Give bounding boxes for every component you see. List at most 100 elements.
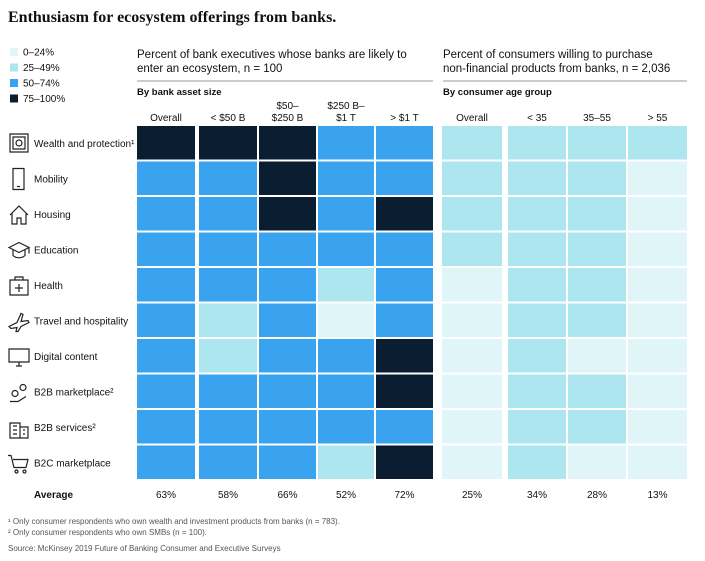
- heatmap-cell: [137, 268, 195, 302]
- row-icon: [9, 205, 29, 225]
- heatmap-cell: [568, 339, 626, 373]
- panel-heading: Percent of bank executives whose banks a…: [137, 49, 407, 75]
- heatmap-cell: [137, 410, 195, 444]
- legend-label: 50–74%: [23, 79, 60, 90]
- panel-subheading: By consumer age group: [443, 87, 552, 98]
- column-header: > 55: [648, 113, 668, 124]
- heatmap-cell: [628, 232, 687, 266]
- legend-swatch: [10, 94, 18, 103]
- heatmap-cell: [568, 232, 626, 266]
- icon: [9, 133, 29, 153]
- heatmap-cell: [259, 303, 316, 337]
- column-header: Overall: [456, 113, 488, 124]
- icon: [8, 348, 30, 367]
- heatmap-cell: [199, 126, 257, 160]
- footnote: ¹ Only consumer respondents who own weal…: [8, 517, 340, 526]
- average-value: 13%: [647, 490, 667, 501]
- footnote: ² Only consumer respondents who own SMBs…: [8, 528, 207, 537]
- heatmap-cell: [376, 339, 433, 373]
- average-value: 25%: [462, 490, 482, 501]
- row-label: Housing: [34, 210, 71, 221]
- heatmap-cell: [628, 410, 687, 444]
- heatmap-cell: [568, 303, 626, 337]
- heatmap-cell: [318, 374, 374, 408]
- heatmap-cell: [259, 197, 316, 231]
- heatmap-cell: [137, 161, 195, 195]
- column-header: < 35: [527, 113, 547, 124]
- average-value: 72%: [394, 490, 414, 501]
- heatmap-cell: [568, 374, 626, 408]
- heatmap-cell: [568, 197, 626, 231]
- heatmap-cell: [442, 339, 502, 373]
- heatmap-cell: [199, 268, 257, 302]
- heatmap-cell: [568, 126, 626, 160]
- icon: [7, 241, 31, 259]
- heatmap-cell: [199, 410, 257, 444]
- average-value: 34%: [527, 490, 547, 501]
- heatmap-cell: [199, 339, 257, 373]
- column-header: Overall: [150, 113, 182, 124]
- heatmap-cell: [442, 126, 502, 160]
- heatmap-cell: [199, 374, 257, 408]
- heatmap-cell: [137, 303, 195, 337]
- heatmap-cell: [442, 161, 502, 195]
- heatmap-cell: [376, 232, 433, 266]
- row-icon: [8, 454, 29, 474]
- icon: [8, 454, 29, 474]
- heatmap-cell: [376, 445, 433, 479]
- heatmap-cell: [568, 268, 626, 302]
- icon: [9, 422, 29, 439]
- heatmap-cell: [199, 161, 257, 195]
- heatmap-cell: [259, 445, 316, 479]
- row-label: Health: [34, 281, 63, 292]
- heatmap-cell: [628, 126, 687, 160]
- heatmap-cell: [442, 232, 502, 266]
- heatmap-cell: [508, 339, 566, 373]
- heatmap-cell: [318, 339, 374, 373]
- heatmap-cell: [199, 303, 257, 337]
- heatmap-cell: [259, 161, 316, 195]
- heatmap-cell: [137, 126, 195, 160]
- row-icon: [12, 167, 25, 191]
- heatmap-cell: [137, 445, 195, 479]
- heatmap-cell: [508, 445, 566, 479]
- heatmap-cell: [628, 374, 687, 408]
- average-value: 52%: [336, 490, 356, 501]
- heatmap-cell: [508, 268, 566, 302]
- heatmap-cell: [199, 197, 257, 231]
- heatmap-cell: [199, 232, 257, 266]
- heatmap-cell: [376, 268, 433, 302]
- row-icon: [8, 348, 30, 367]
- heatmap-cell: [442, 374, 502, 408]
- icon: [7, 312, 30, 333]
- heatmap-cell: [628, 197, 687, 231]
- legend-label: 0–24%: [23, 48, 54, 59]
- column-header: < $50 B: [211, 113, 246, 124]
- heatmap-cell: [137, 197, 195, 231]
- heatmap-cell: [318, 268, 374, 302]
- heatmap-cell: [376, 126, 433, 160]
- heatmap-cell: [259, 339, 316, 373]
- heatmap-cell: [568, 161, 626, 195]
- average-value: 66%: [277, 490, 297, 501]
- heatmap-cell: [628, 303, 687, 337]
- heatmap-cell: [137, 232, 195, 266]
- icon: [10, 383, 27, 403]
- row-label: Wealth and protection¹: [34, 139, 135, 150]
- heatmap-cell: [628, 339, 687, 373]
- heatmap-cell: [508, 126, 566, 160]
- row-label: Education: [34, 245, 78, 256]
- column-header: 35–55: [583, 113, 611, 124]
- heatmap-cell: [318, 410, 374, 444]
- row-label: B2B marketplace²: [34, 387, 114, 398]
- heatmap-cell: [318, 161, 374, 195]
- heatmap-cell: [628, 268, 687, 302]
- row-label: Mobility: [34, 174, 68, 185]
- average-value: 63%: [156, 490, 176, 501]
- heatmap-cell: [442, 410, 502, 444]
- row-label: Digital content: [34, 352, 98, 363]
- heatmap-cell: [568, 410, 626, 444]
- heatmap-cell: [259, 268, 316, 302]
- heatmap-cell: [199, 445, 257, 479]
- heatmap-cell: [318, 126, 374, 160]
